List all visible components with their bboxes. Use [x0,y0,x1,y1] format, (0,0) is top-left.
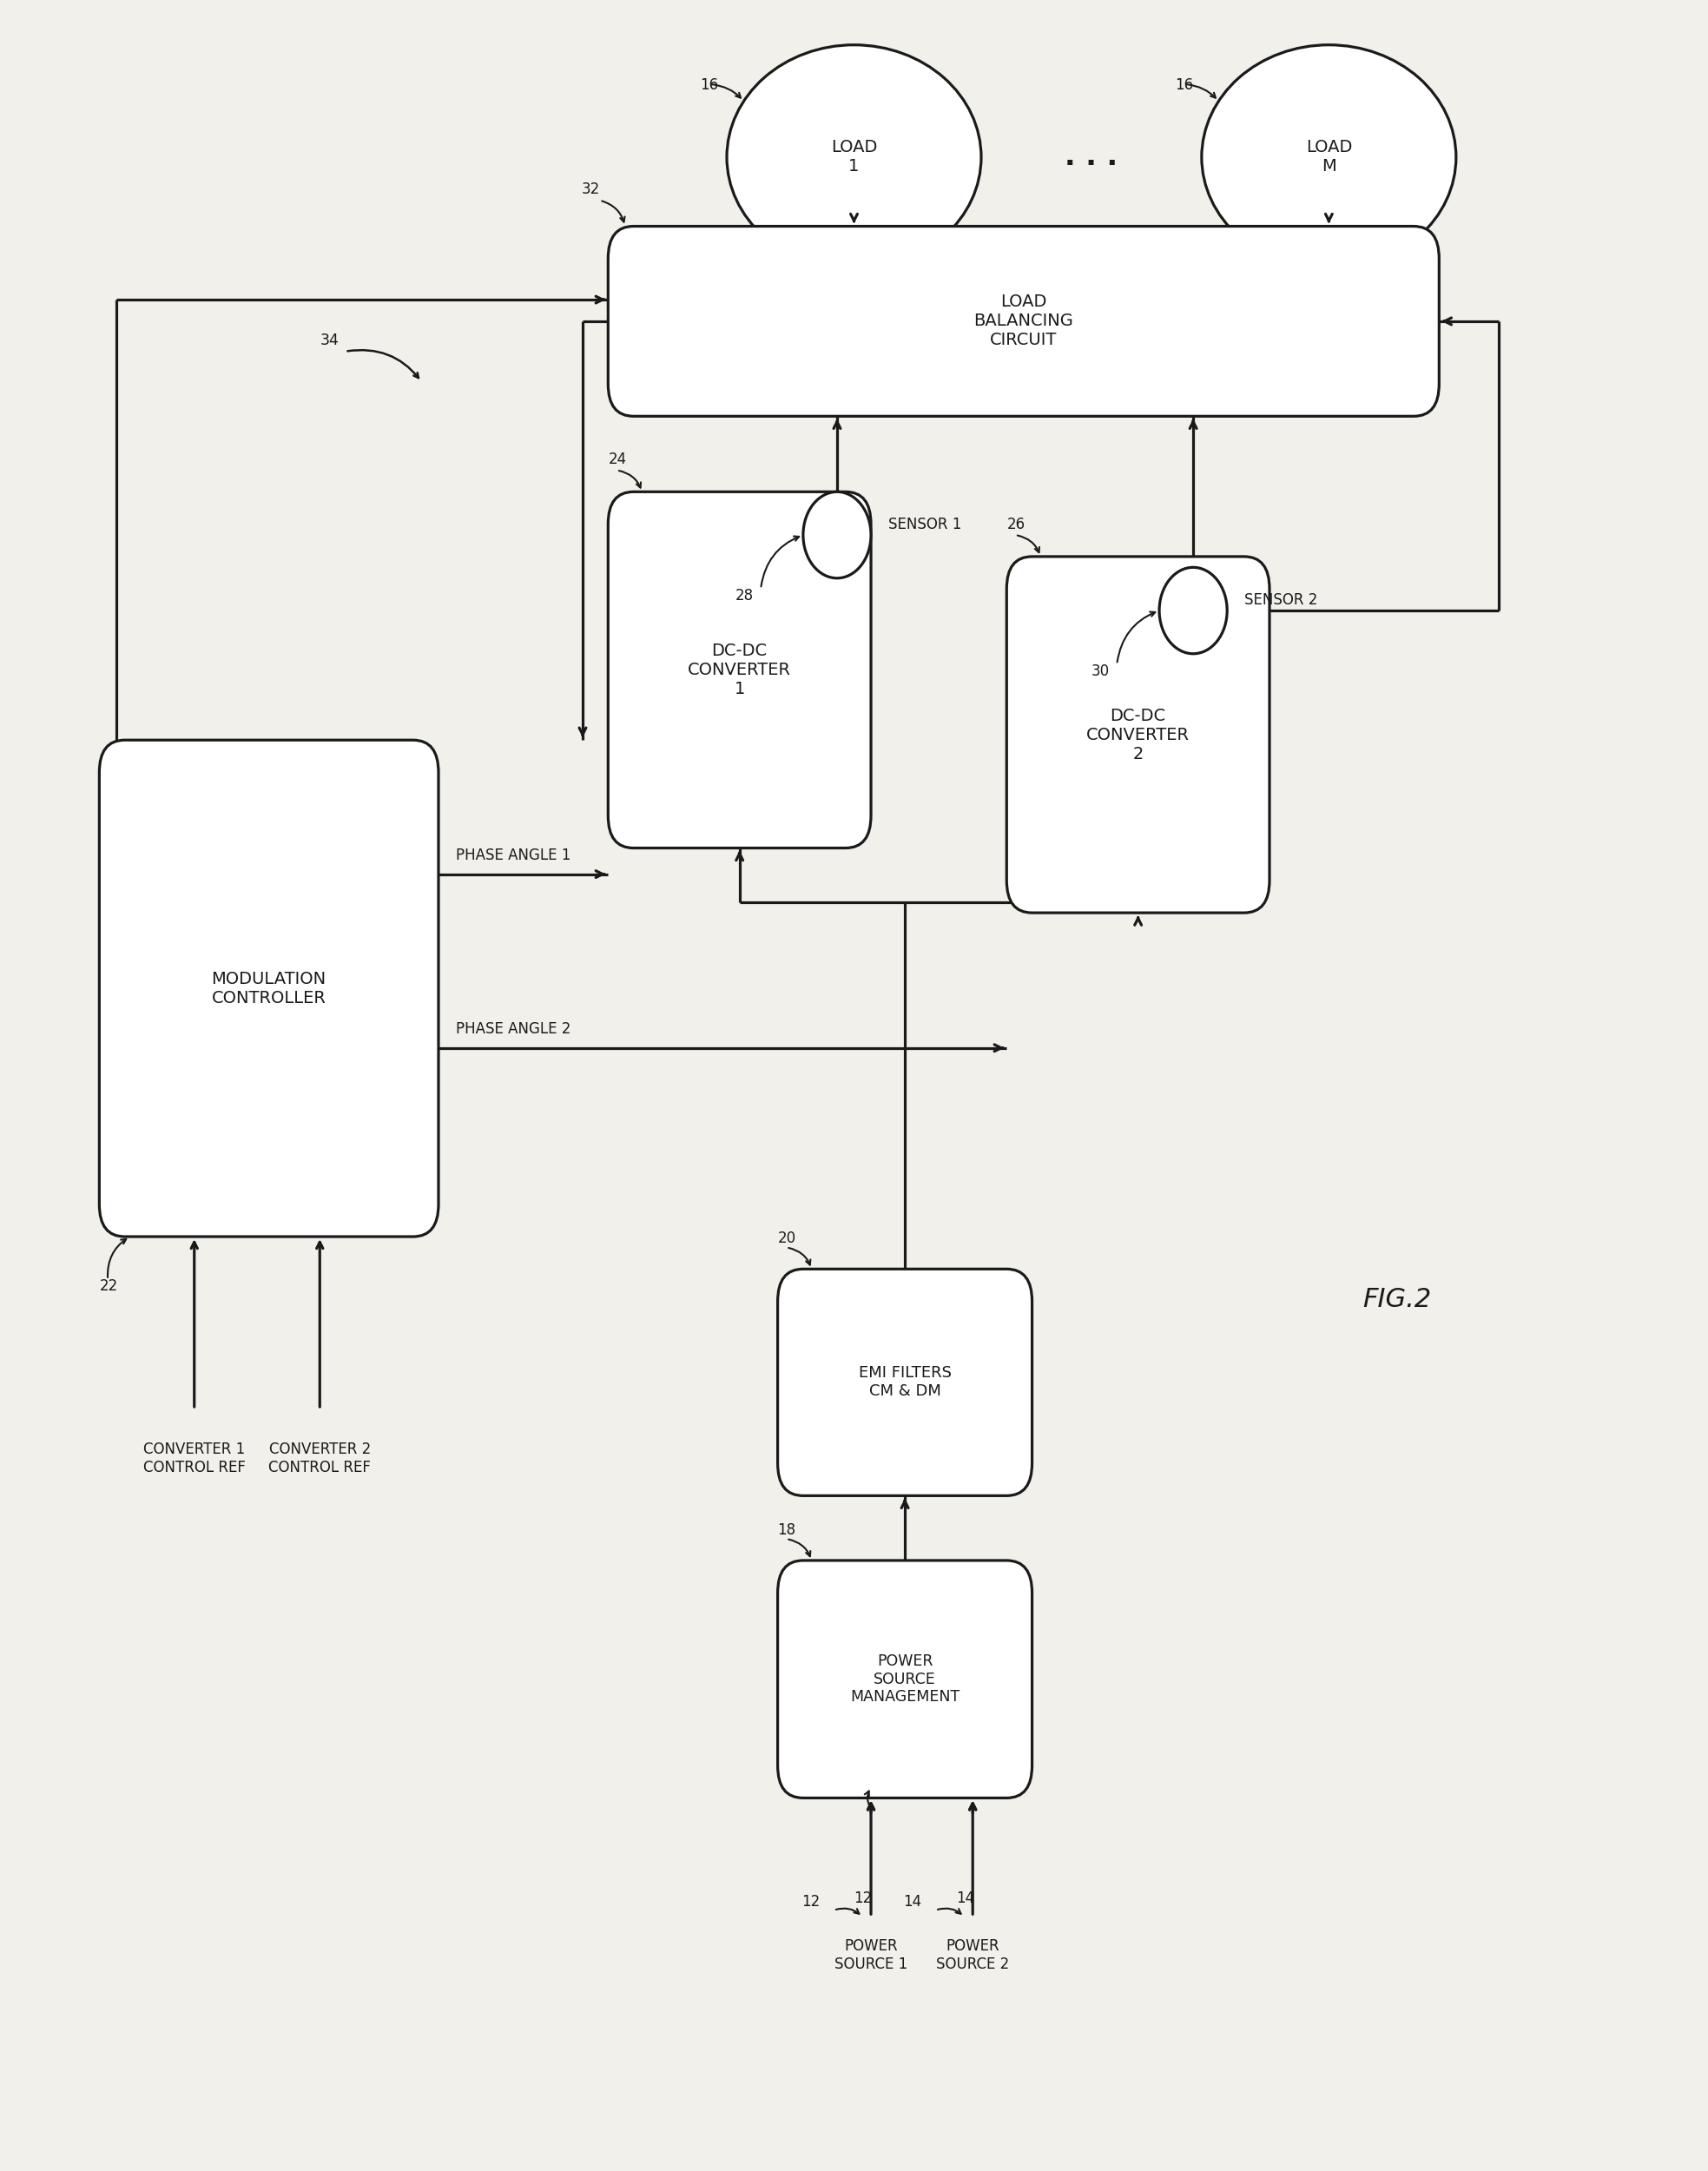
Text: 24: 24 [608,452,627,467]
Text: 18: 18 [777,1522,796,1537]
Text: LOAD
M: LOAD M [1305,139,1353,176]
Text: LOAD
BALANCING
CIRCUIT: LOAD BALANCING CIRCUIT [974,293,1073,350]
Text: EMI FILTERS
CM & DM: EMI FILTERS CM & DM [859,1366,951,1398]
Text: 30: 30 [1091,662,1110,680]
Text: PHASE ANGLE 1: PHASE ANGLE 1 [456,847,570,864]
Text: 14: 14 [956,1891,974,1906]
Text: CONVERTER 2
CONTROL REF: CONVERTER 2 CONTROL REF [268,1442,371,1476]
Text: 16: 16 [700,78,719,93]
Circle shape [803,493,871,577]
Text: SENSOR 2: SENSOR 2 [1243,593,1317,608]
Text: FIG.2: FIG.2 [1363,1287,1431,1311]
Text: POWER
SOURCE 1: POWER SOURCE 1 [835,1939,907,1971]
Text: 32: 32 [581,182,600,198]
Text: DC-DC
CONVERTER
2: DC-DC CONVERTER 2 [1086,708,1190,762]
FancyBboxPatch shape [608,493,871,849]
Ellipse shape [728,46,980,269]
FancyBboxPatch shape [608,226,1440,417]
FancyBboxPatch shape [777,1561,1032,1798]
Text: SENSOR 1: SENSOR 1 [888,517,962,532]
Text: 26: 26 [1006,517,1025,532]
FancyBboxPatch shape [99,740,439,1237]
Text: 20: 20 [777,1231,796,1246]
Text: 34: 34 [319,332,338,350]
Text: 22: 22 [99,1279,118,1294]
Text: 28: 28 [734,588,753,604]
Text: LOAD
1: LOAD 1 [830,139,878,176]
Text: 12: 12 [801,1893,820,1908]
Circle shape [1160,567,1226,653]
Text: 16: 16 [1175,78,1194,93]
Text: 14: 14 [904,1893,922,1908]
Text: 12: 12 [854,1891,873,1906]
Ellipse shape [1202,46,1455,269]
Text: PHASE ANGLE 2: PHASE ANGLE 2 [456,1023,570,1038]
FancyBboxPatch shape [1006,556,1269,912]
FancyBboxPatch shape [777,1270,1032,1496]
Text: CONVERTER 1
CONTROL REF: CONVERTER 1 CONTROL REF [143,1442,246,1476]
Text: POWER
SOURCE 2: POWER SOURCE 2 [936,1939,1009,1971]
Text: DC-DC
CONVERTER
1: DC-DC CONVERTER 1 [688,643,791,697]
Text: MODULATION
CONTROLLER: MODULATION CONTROLLER [212,970,326,1005]
Text: POWER
SOURCE
MANAGEMENT: POWER SOURCE MANAGEMENT [851,1654,960,1704]
Text: . . .: . . . [1064,143,1119,172]
